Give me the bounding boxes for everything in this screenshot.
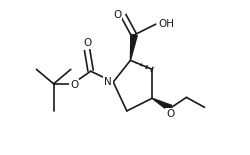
Text: O: O — [113, 10, 122, 20]
Polygon shape — [152, 98, 172, 111]
Text: O: O — [83, 38, 91, 48]
Text: O: O — [166, 109, 174, 119]
Text: OH: OH — [158, 19, 174, 29]
Text: O: O — [70, 80, 78, 90]
Polygon shape — [130, 35, 137, 60]
Text: N: N — [104, 77, 112, 87]
